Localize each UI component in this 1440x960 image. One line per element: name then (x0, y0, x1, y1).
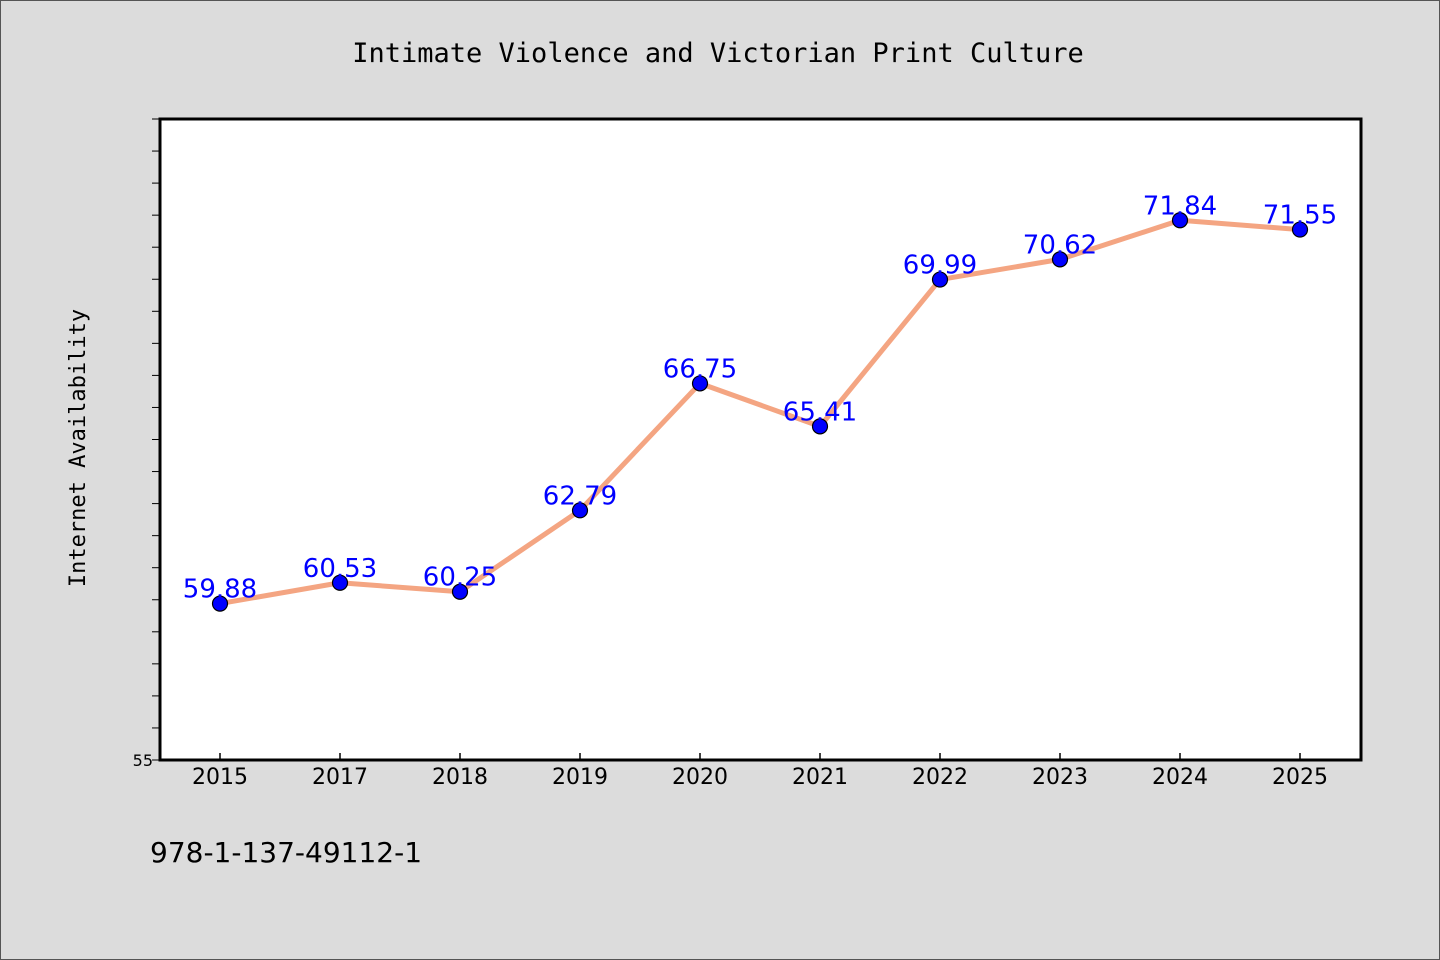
y-axis-ticks (152, 118, 160, 761)
x-tick-label: 2018 (432, 765, 488, 790)
x-tick-label: 2025 (1272, 765, 1328, 790)
data-label: 65.41 (783, 397, 857, 427)
chart-title: Intimate Violence and Victorian Print Cu… (352, 38, 1084, 69)
data-markers (211, 212, 1309, 612)
x-tick-label: 2015 (192, 765, 248, 790)
x-tick-label: 2020 (672, 765, 728, 790)
data-label: 69.99 (903, 251, 977, 281)
data-label: 71.55 (1263, 201, 1337, 231)
x-tick-label: 2019 (552, 765, 608, 790)
data-label: 66.75 (663, 354, 737, 384)
x-tick-label: 2022 (912, 765, 968, 790)
data-point (691, 375, 709, 392)
data-label: 59.88 (183, 575, 257, 605)
data-label: 71.84 (1143, 191, 1217, 221)
data-label: 60.25 (423, 563, 497, 593)
data-point (211, 595, 229, 612)
data-point (331, 574, 349, 591)
data-label: 70.62 (1023, 230, 1097, 260)
data-point (1291, 221, 1309, 238)
data-point (1051, 251, 1069, 268)
data-point (451, 583, 469, 600)
data-point (931, 271, 949, 288)
series-line (217, 217, 1303, 607)
y-tick-label-min: 55 (133, 751, 153, 770)
y-axis-label: Internet Availability (66, 309, 91, 587)
x-tick-label: 2024 (1152, 765, 1208, 790)
data-label: 62.79 (543, 481, 617, 511)
x-tick-label: 2021 (792, 765, 848, 790)
x-tick-label: 2023 (1032, 765, 1088, 790)
footer-isbn: 978-1-137-49112-1 (150, 836, 422, 869)
x-axis-ticks: 2015 2017 2018 2019 2020 2021 2022 2023 2024 2025 (192, 753, 1328, 790)
data-label: 60.53 (303, 554, 377, 584)
data-point (811, 418, 829, 435)
data-point (1171, 212, 1189, 229)
data-labels: 59.88 60.53 60.25 62.79 66.75 65.41 69.99 70.62… (183, 191, 1337, 604)
x-tick-label: 2017 (312, 765, 368, 790)
data-point (571, 502, 589, 519)
